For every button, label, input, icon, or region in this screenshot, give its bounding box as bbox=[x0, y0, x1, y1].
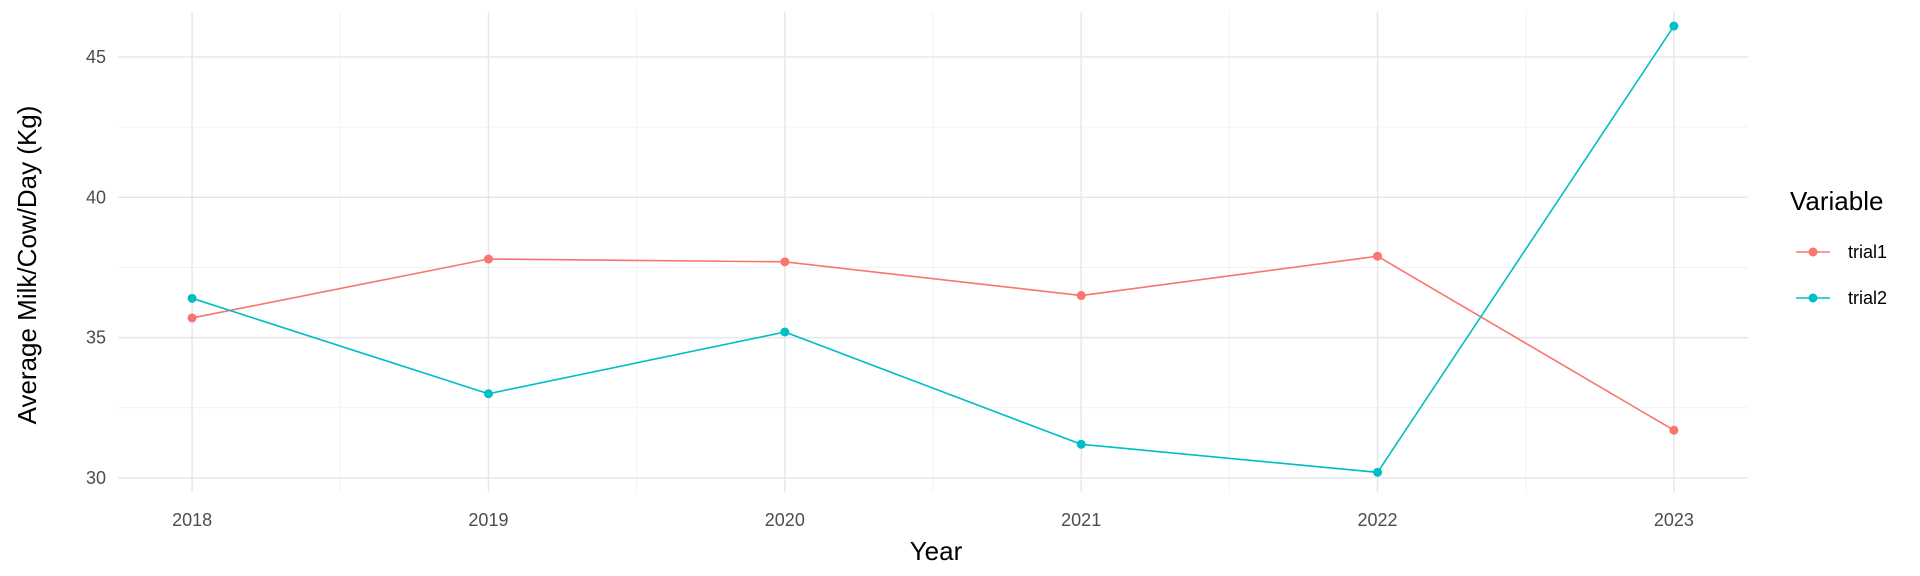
minor-gridlines bbox=[118, 12, 1748, 492]
x-axis-ticks: 2018 2019 2020 2021 2022 2023 bbox=[172, 510, 1694, 530]
data-point-trial2 bbox=[1373, 467, 1383, 477]
legend-label-trial1: trial1 bbox=[1848, 242, 1887, 262]
data-point-trial1 bbox=[483, 254, 493, 264]
x-tick-label: 2019 bbox=[468, 510, 508, 530]
y-tick-label: 40 bbox=[86, 187, 106, 207]
x-tick-label: 2020 bbox=[765, 510, 805, 530]
data-point-trial1 bbox=[780, 257, 790, 267]
data-point-trial1 bbox=[1076, 291, 1086, 301]
y-tick-label: 35 bbox=[86, 328, 106, 348]
y-tick-label: 30 bbox=[86, 468, 106, 488]
data-point-trial1 bbox=[187, 313, 197, 323]
data-point-trial2 bbox=[187, 293, 197, 303]
legend-label-trial2: trial2 bbox=[1848, 288, 1887, 308]
data-point-trial2 bbox=[780, 327, 790, 337]
data-point-trial1 bbox=[1373, 251, 1383, 261]
x-tick-label: 2022 bbox=[1358, 510, 1398, 530]
data-point-trial2 bbox=[1669, 21, 1679, 31]
legend-key-point-trial1 bbox=[1808, 247, 1818, 257]
series-line-trial1 bbox=[191, 255, 1675, 431]
x-tick-label: 2018 bbox=[172, 510, 212, 530]
legend-key-point-trial2 bbox=[1808, 293, 1818, 303]
y-axis-title: Average Milk/Cow/Day (Kg) bbox=[12, 106, 42, 425]
data-point-trial2 bbox=[1076, 439, 1086, 449]
data-point-trial1 bbox=[1669, 425, 1679, 435]
data-point-trial2 bbox=[483, 389, 493, 399]
series-line-trial2 bbox=[191, 25, 1675, 474]
x-tick-label: 2021 bbox=[1061, 510, 1101, 530]
x-tick-label: 2023 bbox=[1654, 510, 1694, 530]
legend-title: Variable bbox=[1790, 186, 1883, 216]
legend: Variable trial1 trial2 bbox=[1790, 186, 1887, 308]
y-tick-label: 45 bbox=[86, 47, 106, 67]
series-layer bbox=[187, 21, 1679, 477]
y-axis-ticks: 30 35 40 45 bbox=[86, 47, 106, 488]
x-axis-title: Year bbox=[910, 536, 963, 566]
